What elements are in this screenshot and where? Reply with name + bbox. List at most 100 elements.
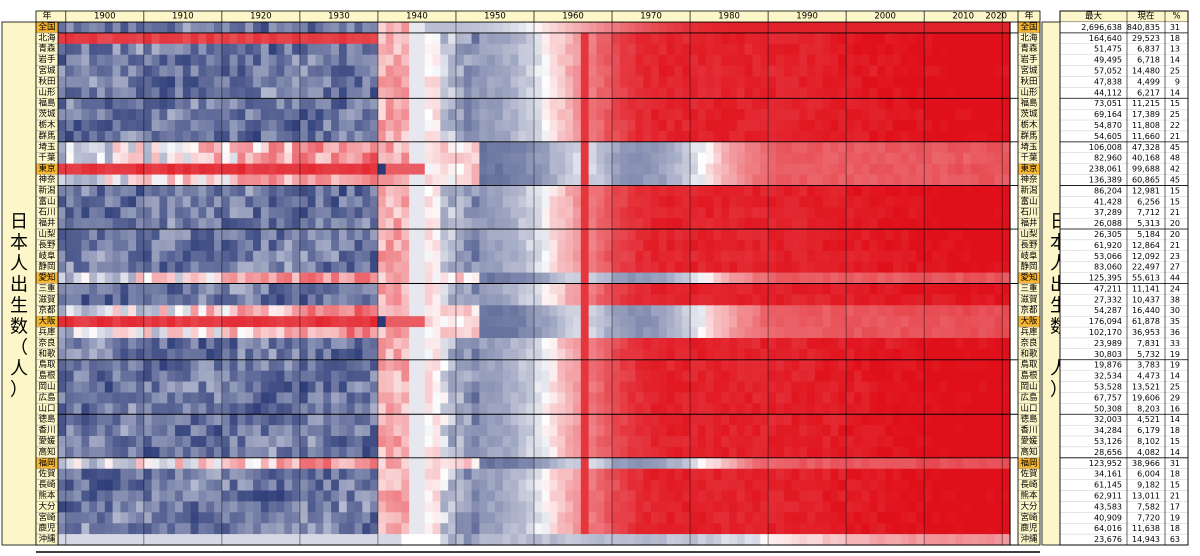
heatmap-cell (947, 327, 956, 339)
heatmap-cell (487, 54, 496, 67)
heatmap-cell (846, 109, 855, 121)
heatmap-cell (705, 229, 715, 241)
heatmap-cell (729, 436, 738, 448)
heatmap-cell (151, 370, 161, 383)
heatmap-cell (713, 65, 722, 78)
heatmap-cell (292, 348, 301, 361)
heatmap-cell (237, 414, 246, 426)
heatmap-cell (448, 65, 457, 78)
heatmap-cell (237, 239, 246, 252)
heatmap-cell (963, 32, 972, 45)
heatmap-cell (939, 337, 949, 350)
heatmap-cell (401, 436, 410, 448)
heatmap-cell (416, 403, 426, 415)
heatmap-cell (284, 403, 293, 415)
heatmap-cell (401, 446, 410, 459)
heatmap-cell (674, 392, 683, 404)
heatmap-cell (190, 283, 200, 295)
heatmap-cell (159, 185, 168, 197)
heatmap-cell (963, 141, 972, 154)
heatmap-cell (448, 109, 457, 121)
heatmap-cell (502, 22, 512, 34)
heatmap-cell (416, 43, 426, 56)
heatmap-cell (838, 305, 847, 317)
heatmap-cell (713, 185, 722, 197)
heatmap-cell (931, 32, 941, 45)
heatmap-cell (947, 76, 956, 88)
heatmap-cell (1002, 305, 1011, 317)
heatmap-cell (151, 174, 161, 187)
heatmap-cell (799, 457, 808, 470)
heatmap-cell (354, 54, 363, 67)
heatmap-cell (814, 283, 824, 295)
heatmap-cell (604, 294, 613, 306)
heatmap-cell (783, 392, 793, 404)
heatmap-cell (580, 381, 590, 394)
heatmap-cell (377, 261, 387, 274)
heatmap-cell (253, 359, 262, 372)
heatmap-cell (596, 381, 605, 394)
heatmap-cell (721, 65, 730, 78)
heatmap-cell (916, 207, 925, 219)
heatmap-cell (573, 109, 582, 121)
heatmap-cell (916, 218, 925, 230)
heatmap-cell (97, 348, 106, 361)
heatmap-cell (323, 327, 332, 339)
heatmap-cell (73, 98, 83, 110)
heatmap-cell (354, 163, 363, 176)
heatmap-cell (167, 239, 176, 252)
heatmap-cell (206, 370, 215, 383)
heatmap-cell (619, 305, 629, 317)
heatmap-cell (783, 272, 793, 285)
heatmap-cell (494, 87, 504, 99)
heatmap-cell (541, 185, 551, 197)
heatmap-cell (479, 65, 488, 78)
heatmap-cell (775, 207, 785, 219)
heatmap-cell (565, 446, 574, 459)
heatmap-cell (307, 87, 317, 99)
heatmap-cell (760, 457, 769, 470)
heatmap-cell (385, 130, 395, 143)
heatmap-cell (518, 457, 527, 470)
heatmap-cell (284, 22, 293, 34)
heatmap-cell (409, 152, 418, 165)
heatmap-cell (198, 457, 207, 470)
heatmap-cell (502, 163, 512, 176)
heatmap-cell (237, 436, 246, 448)
heatmap-cell (721, 446, 730, 459)
heatmap-cell (838, 294, 847, 306)
heatmap-cell (502, 239, 512, 252)
heatmap-cell (323, 305, 332, 317)
heatmap-cell (448, 163, 457, 176)
heatmap-cell (455, 359, 465, 372)
heatmap-cell (565, 185, 574, 197)
heatmap-cell (292, 76, 301, 88)
heatmap-cell (128, 294, 137, 306)
heatmap-cell (284, 141, 293, 154)
heatmap-cell (994, 381, 1003, 394)
heatmap-cell (440, 446, 449, 459)
heatmap-cell (822, 272, 832, 285)
heatmap-cell (128, 163, 137, 176)
heatmap-cell (939, 54, 949, 67)
heatmap-cell (416, 185, 426, 197)
heatmap-cell (869, 196, 878, 208)
heatmap-cell (284, 207, 293, 219)
heatmap-cell (900, 337, 910, 350)
heatmap-cell (861, 43, 871, 56)
heatmap-cell (494, 294, 504, 306)
heatmap-cell (931, 152, 941, 165)
heatmap-cell (807, 239, 816, 252)
heatmap-cell (970, 120, 980, 132)
heatmap-cell (315, 392, 324, 404)
heatmap-cell (916, 120, 925, 132)
heatmap-cell (573, 283, 582, 295)
heatmap-cell (986, 229, 995, 241)
heatmap-cell (502, 316, 512, 328)
heatmap-cell (175, 163, 184, 176)
heatmap-cell (924, 250, 933, 263)
heatmap-cell (994, 414, 1003, 426)
heatmap-cell (487, 207, 496, 219)
heatmap-cell (978, 109, 988, 121)
heatmap-cell (635, 65, 644, 78)
